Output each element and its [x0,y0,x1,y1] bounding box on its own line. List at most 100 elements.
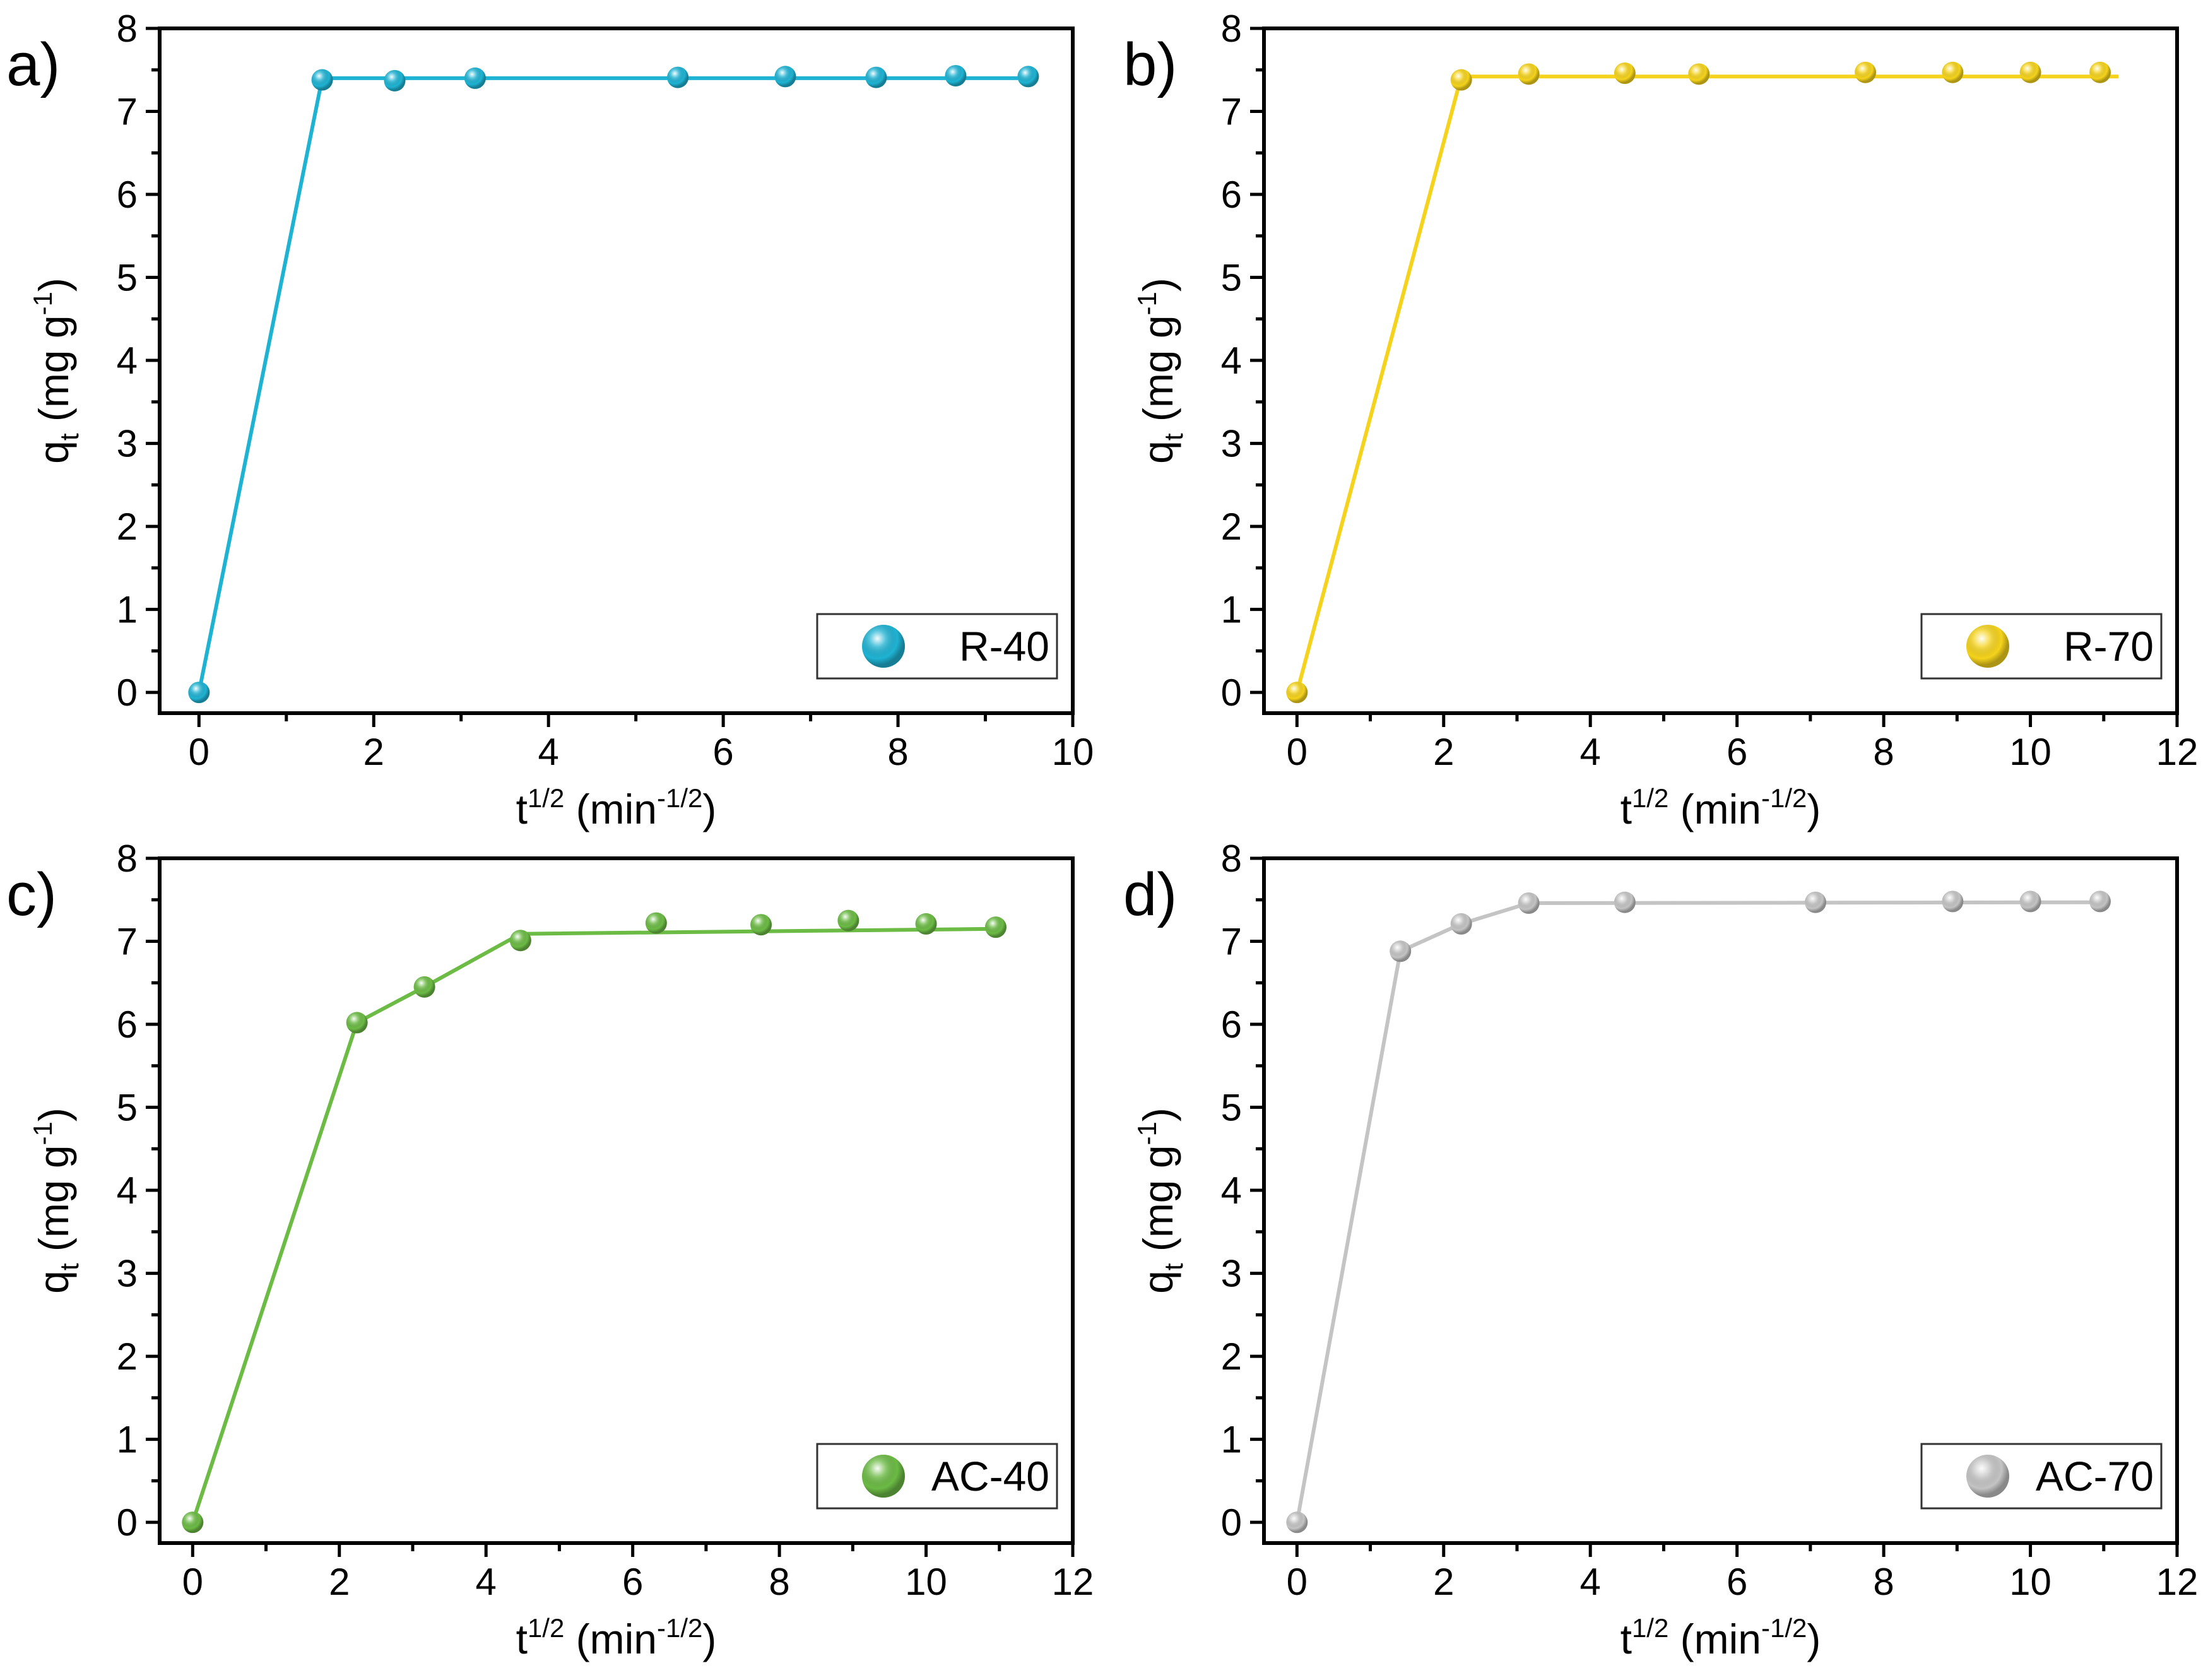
data-point [837,909,859,932]
y-tick-label: 7 [117,921,138,963]
y-axis-title-part: -1 [1132,292,1162,315]
x-axis-title-part: -1/2 [657,783,702,813]
data-point [188,682,210,704]
y-tick-label: 4 [117,340,138,382]
x-tick-label: 6 [1727,1561,1747,1603]
x-tick-label: 8 [769,1561,789,1603]
x-tick-label: 4 [1580,1561,1601,1603]
legend-marker-shine [1966,1455,2009,1498]
y-axis-title-part: t [1159,433,1188,441]
data-point-shine [1450,69,1472,91]
x-tick-label: 6 [622,1561,643,1603]
data-point-shine [311,69,333,91]
x-axis-title-part: ) [702,1616,716,1662]
y-tick-label: 2 [117,1335,138,1378]
y-tick-label: 5 [1221,257,1242,299]
data-point [1688,63,1710,85]
data-point [645,912,667,934]
x-tick-label: 4 [538,731,558,773]
plot-frame [1262,27,2179,715]
data-point-shine [1688,63,1710,85]
y-axis-title-part: ) [30,278,77,292]
data-point [1518,63,1540,85]
data-point [1017,66,1039,88]
x-axis-title-part: ) [702,786,716,832]
fit-line [191,926,996,1523]
x-tick-label: 0 [1287,1561,1308,1603]
x-tick-label: 12 [2156,731,2199,773]
y-tick-label: 6 [117,174,138,216]
data-point-shine [667,66,689,88]
legend-box [816,1443,1058,1510]
y-tick-label: 3 [117,423,138,465]
data-point [346,1012,368,1034]
data-point [1450,913,1472,935]
fit-line [197,76,1029,693]
y-tick-label: 8 [1221,8,1242,50]
y-tick-label: 8 [1221,837,1242,880]
x-axis-title-part: 1/2 [528,1613,564,1643]
y-axis-title-part: t [54,1263,84,1270]
data-point [1450,69,1472,91]
data-point-shine [915,913,937,935]
data-point [464,67,486,89]
data-point-shine [1286,1511,1308,1534]
x-tick-label: 8 [887,731,908,773]
panel-label: d) [1123,861,1177,928]
data-point-shine [1805,891,1827,913]
data-point-shine [1518,63,1540,85]
x-tick-label: 6 [1727,731,1747,773]
data-point-shine [750,914,772,936]
legend: AC-70 [1920,1443,2163,1510]
data-point [2019,61,2041,83]
data-point-shine [774,66,796,88]
x-tick-label: 4 [1580,731,1601,773]
x-axis-title-part: (min [1668,1616,1761,1662]
x-tick-label: 12 [2156,1561,2199,1603]
x-axis-title-part: -1/2 [1761,783,1807,813]
y-axis-title-part: -1 [28,292,57,315]
y-axis-title-part: (mg g [1135,1145,1181,1263]
x-axis-title-part: ) [1807,1616,1821,1662]
x-axis-title-part: 1/2 [1632,1613,1668,1643]
data-point-shine [2019,61,2041,83]
data-point-shine [413,976,435,998]
x-axis-title-part: ) [1807,786,1821,832]
x-tick-label: 10 [2009,1561,2052,1603]
data-point-shine [1017,66,1039,88]
legend: AC-40 [816,1443,1058,1510]
x-axis-title-part: t [1621,1616,1632,1662]
data-point-shine [1614,891,1636,913]
panel-label: c) [6,861,57,928]
x-tick-label: 0 [1287,731,1308,773]
x-tick-label: 8 [1873,731,1894,773]
y-axis-title-part: (mg g [30,1145,77,1263]
x-axis-title: t1/2 (min-1/2) [516,1613,717,1662]
y-axis-title-part: t [54,433,84,441]
y-axis-title-part: -1 [28,1121,57,1145]
fit-line [1295,900,2101,1523]
y-axis-title-part: q [30,441,77,464]
x-tick-label: 10 [2009,731,2052,773]
data-point-shine [464,67,486,89]
panel-label: b) [1123,31,1177,98]
data-point [1855,61,1877,83]
legend-label: R-70 [2063,623,2154,670]
y-tick-label: 2 [117,506,138,548]
y-axis-title-part: ) [30,1108,77,1121]
legend-marker-shine [1966,625,2009,668]
y-tick-label: 2 [1221,1335,1242,1378]
data-point-shine [1450,913,1472,935]
data-point-shine [645,912,667,934]
y-tick-label: 3 [1221,423,1242,465]
x-axis-title-part: -1/2 [657,1613,702,1643]
data-point [413,976,435,998]
y-tick-label: 7 [1221,921,1242,963]
y-axis-title: qt (mg g-1) [28,278,84,464]
x-axis-title-part: -1/2 [1761,1613,1807,1643]
y-tick-label: 5 [1221,1087,1242,1129]
data-point [1614,891,1636,913]
y-tick-label: 1 [1221,589,1242,631]
y-axis-title-part: ) [1135,1108,1181,1121]
